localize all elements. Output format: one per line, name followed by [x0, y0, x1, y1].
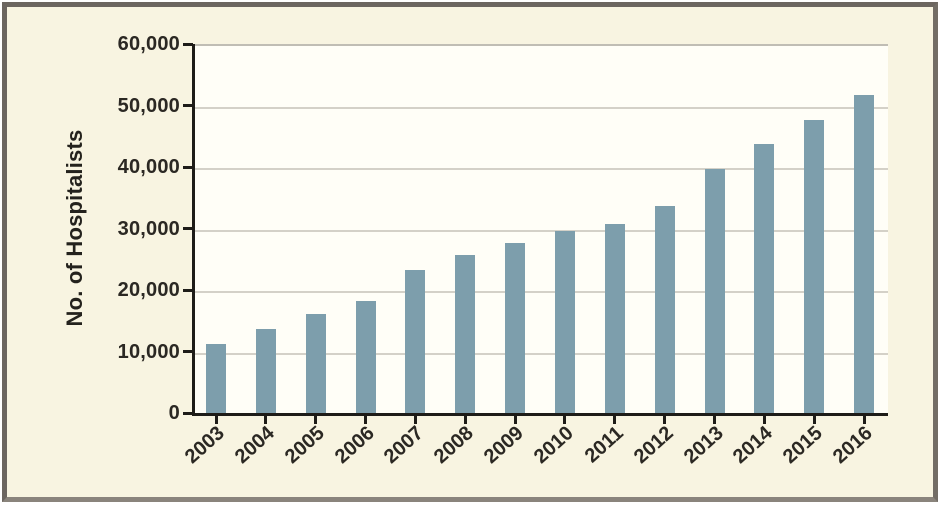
y-tick-label-60000: 60,000: [117, 33, 180, 55]
x-axis-tick-2010: [563, 416, 567, 424]
bar-2016: [854, 95, 875, 415]
y-axis-tick-10000: [183, 350, 193, 353]
y-axis-tick-50000: [183, 104, 193, 107]
x-axis-tick-2012: [663, 416, 667, 424]
x-axis-tick-2015: [812, 416, 816, 424]
y-axis-tick-60000: [183, 42, 193, 46]
x-axis-tick-2006: [364, 416, 368, 424]
x-axis-tick-2003: [214, 416, 218, 424]
x-axis-tick-2013: [713, 416, 716, 424]
gridline-20000: [194, 291, 888, 293]
y-tick-label-10000: 10,000: [117, 340, 180, 363]
y-tick-label-40000: 40,000: [117, 156, 180, 178]
x-axis-tick-2005: [314, 416, 318, 424]
y-tick-label-50000: 50,000: [117, 94, 180, 117]
x-axis-tick-2009: [513, 416, 517, 424]
x-axis-tick-2016: [862, 416, 866, 424]
y-axis-tick-40000: [183, 165, 193, 169]
bar-2007: [405, 270, 426, 415]
gridline-30000: [194, 229, 888, 232]
bar-2010: [554, 230, 575, 415]
x-axis-tick-2007: [413, 416, 417, 424]
bar-2005: [305, 313, 326, 415]
bar-2008: [455, 255, 476, 415]
y-axis-tick-0: [183, 411, 193, 415]
bar-2003: [206, 344, 226, 415]
x-axis-tick-2008: [463, 416, 467, 424]
x-axis-line: [192, 413, 888, 416]
bar-2012: [654, 205, 675, 415]
gridline-10000: [194, 352, 888, 355]
y-axis-tick-20000: [183, 288, 193, 292]
y-axis-title: No. of Hospitalists: [62, 129, 87, 327]
y-tick-label-30000: 30,000: [117, 217, 180, 240]
bar-2015: [804, 119, 825, 415]
gridline-50000: [194, 106, 888, 109]
bar-2014: [754, 144, 775, 415]
x-axis-tick-2011: [613, 416, 617, 424]
bar-2011: [604, 224, 625, 415]
y-axis-tick-30000: [183, 227, 193, 230]
gridline-40000: [194, 168, 888, 170]
bar-2009: [505, 242, 526, 415]
bar-2013: [704, 169, 725, 415]
bar-2004: [255, 328, 276, 415]
y-axis-line: [192, 44, 195, 415]
bar-2006: [355, 301, 376, 415]
x-axis-tick-2014: [762, 416, 766, 424]
plot-area: [194, 44, 888, 415]
y-tick-label-0: 0: [168, 402, 180, 424]
x-axis-tick-2004: [264, 416, 268, 424]
y-tick-label-20000: 20,000: [117, 279, 180, 301]
